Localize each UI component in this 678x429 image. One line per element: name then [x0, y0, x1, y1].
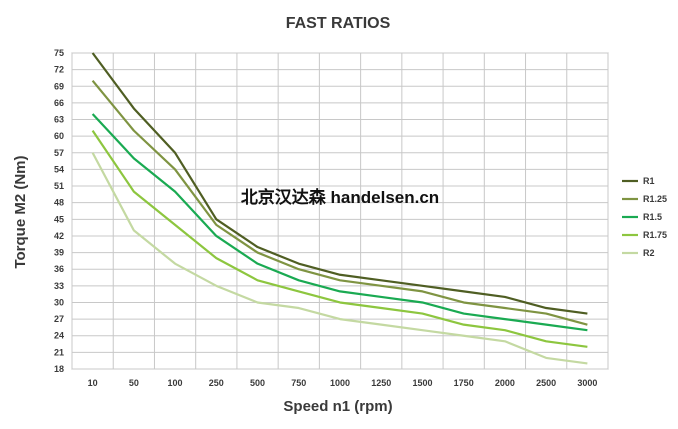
series-line-r1-75 [91, 129, 588, 348]
x-axis-ticks: 10 50 100 250 500 750 1000 1250 1500 1750 2000 2500… [88, 378, 598, 388]
x-tick-label: 500 [250, 378, 265, 388]
y-tick-label: 57 [54, 148, 64, 158]
legend: R1 R1.25 R1.5 R1.75 R2 [622, 176, 667, 258]
y-tick-label: 24 [54, 331, 64, 341]
watermark-text: 北京汉达森 handelsen.cn [241, 187, 439, 207]
y-axis-ticks: 18 21 24 27 30 33 36 39 42 45 48 51 54 57 60 63 66 69 72 75 [54, 48, 64, 374]
x-tick-label: 1000 [330, 378, 350, 388]
y-tick-label: 54 [54, 164, 64, 174]
x-tick-label: 1750 [454, 378, 474, 388]
y-tick-label: 21 [54, 347, 64, 357]
y-tick-label: 33 [54, 281, 64, 291]
x-axis-label: Speed n1 (rpm) [283, 398, 392, 415]
y-tick-label: 75 [54, 48, 64, 58]
grid-lines [71, 52, 609, 370]
legend-entry: R1.75 [643, 230, 667, 240]
y-tick-label: 42 [54, 231, 64, 241]
series-lines [91, 52, 588, 365]
y-axis-label: Torque M2 (Nm) [12, 155, 29, 268]
x-tick-label: 1500 [412, 378, 432, 388]
series-line-r1-5 [91, 113, 588, 332]
y-tick-label: 60 [54, 131, 64, 141]
chart-title: FAST RATIOS [286, 15, 391, 32]
series-line-r2 [91, 152, 588, 365]
legend-entry: R1.25 [643, 194, 667, 204]
legend-entry: R1 [643, 176, 655, 186]
y-tick-label: 51 [54, 181, 64, 191]
x-tick-label: 1250 [371, 378, 391, 388]
x-tick-label: 3000 [577, 378, 597, 388]
x-tick-label: 750 [291, 378, 306, 388]
plot-area [71, 52, 609, 370]
y-tick-label: 39 [54, 248, 64, 258]
x-tick-label: 100 [168, 378, 183, 388]
x-tick-label: 2000 [495, 378, 515, 388]
x-tick-label: 2500 [536, 378, 556, 388]
series-line-r1 [91, 52, 588, 315]
x-tick-label: 10 [88, 378, 98, 388]
y-tick-label: 30 [54, 297, 64, 307]
y-tick-label: 18 [54, 364, 64, 374]
series-line-r1-25 [91, 80, 588, 326]
y-tick-label: 27 [54, 314, 64, 324]
y-tick-label: 48 [54, 198, 64, 208]
legend-entry: R1.5 [643, 212, 662, 222]
y-tick-label: 72 [54, 65, 64, 75]
y-tick-label: 36 [54, 264, 64, 274]
y-tick-label: 69 [54, 81, 64, 91]
x-tick-label: 50 [129, 378, 139, 388]
y-tick-label: 66 [54, 98, 64, 108]
x-tick-label: 250 [209, 378, 224, 388]
legend-entry: R2 [643, 248, 655, 258]
y-tick-label: 45 [54, 214, 64, 224]
y-tick-label: 63 [54, 115, 64, 125]
